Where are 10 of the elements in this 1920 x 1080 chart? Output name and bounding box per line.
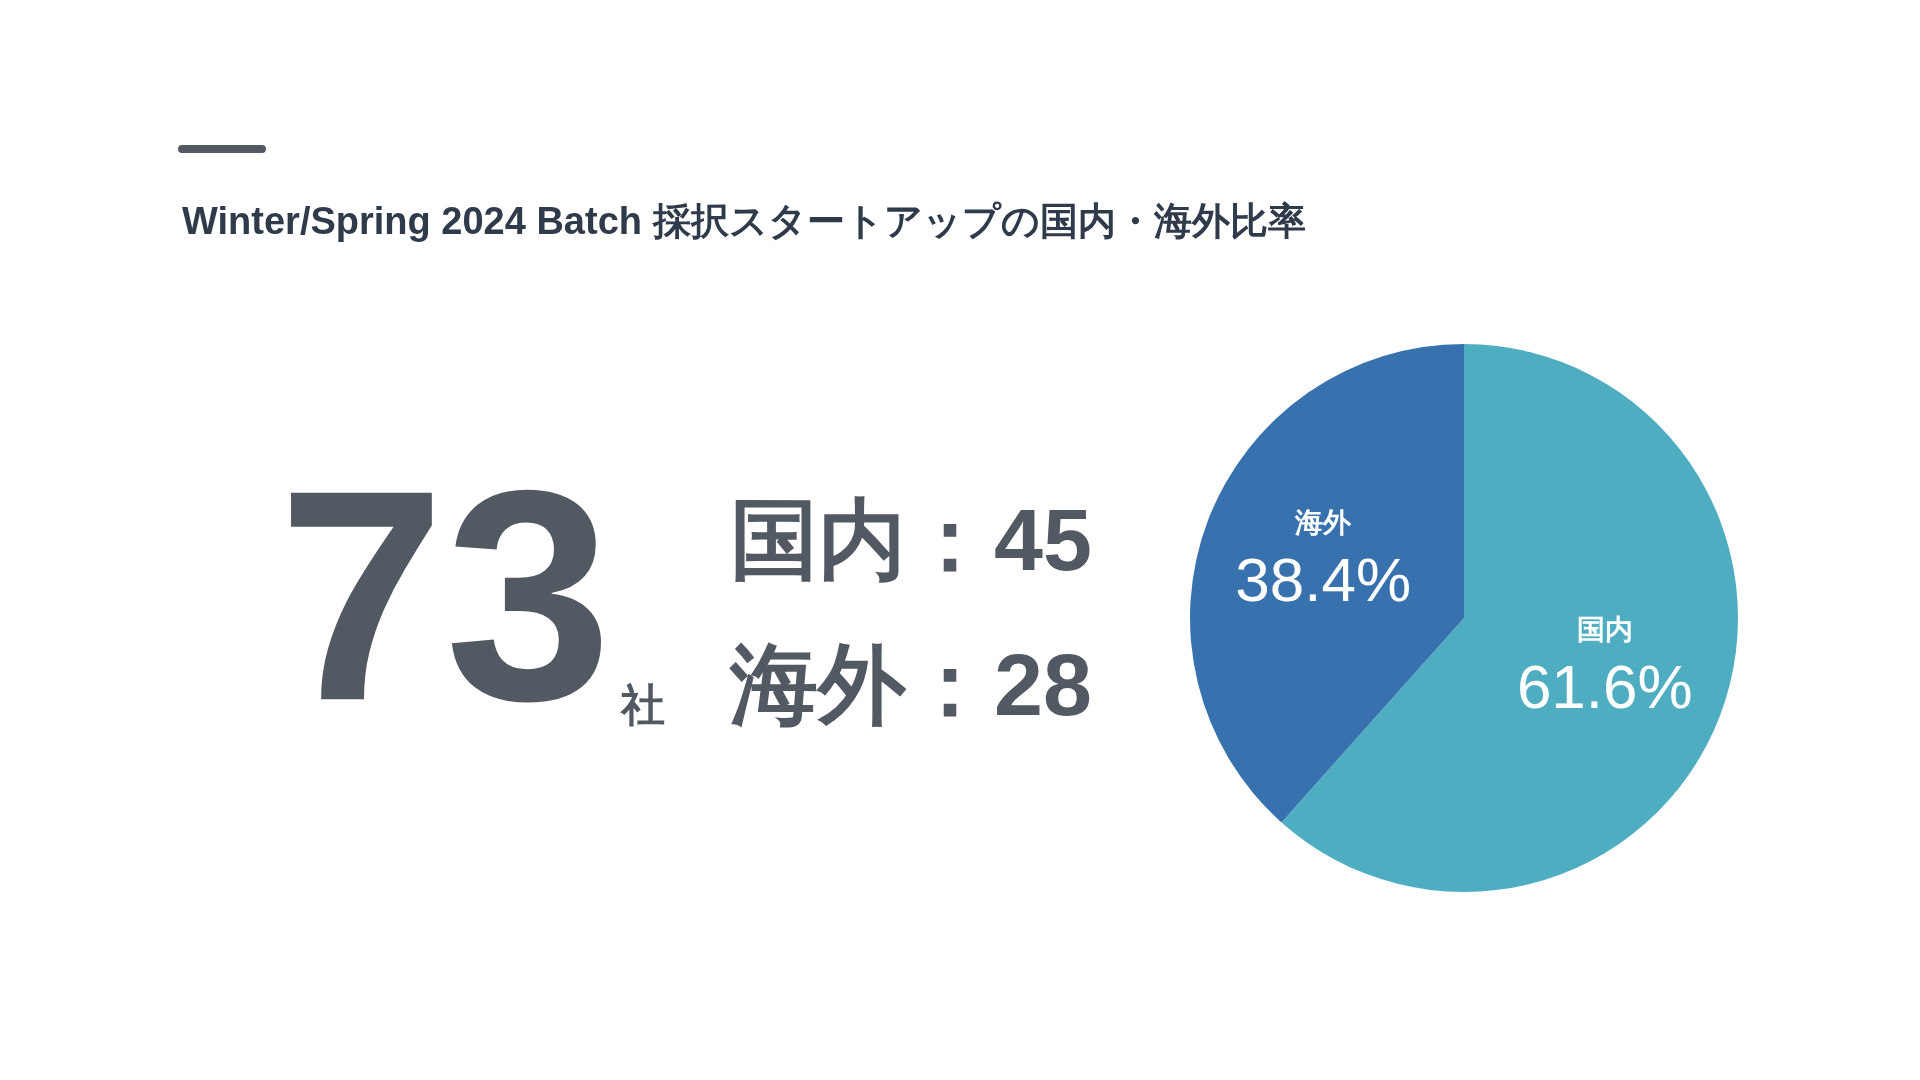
text: 海外：28 [729, 635, 1092, 735]
text: Winter/Spring 2024 Batch 採択スタートアップの国内・海外比率 [182, 200, 1306, 243]
slice-label: 海外 [1294, 506, 1353, 538]
slice-label: 国内 [1576, 614, 1633, 646]
text: 社 [619, 679, 665, 729]
data-label: 61.6% [1516, 652, 1693, 722]
text: 国内：45 [730, 490, 1092, 590]
text: 73 [278, 427, 612, 764]
data-label: 38.4% [1235, 544, 1412, 614]
pie-slice [1190, 344, 1464, 823]
